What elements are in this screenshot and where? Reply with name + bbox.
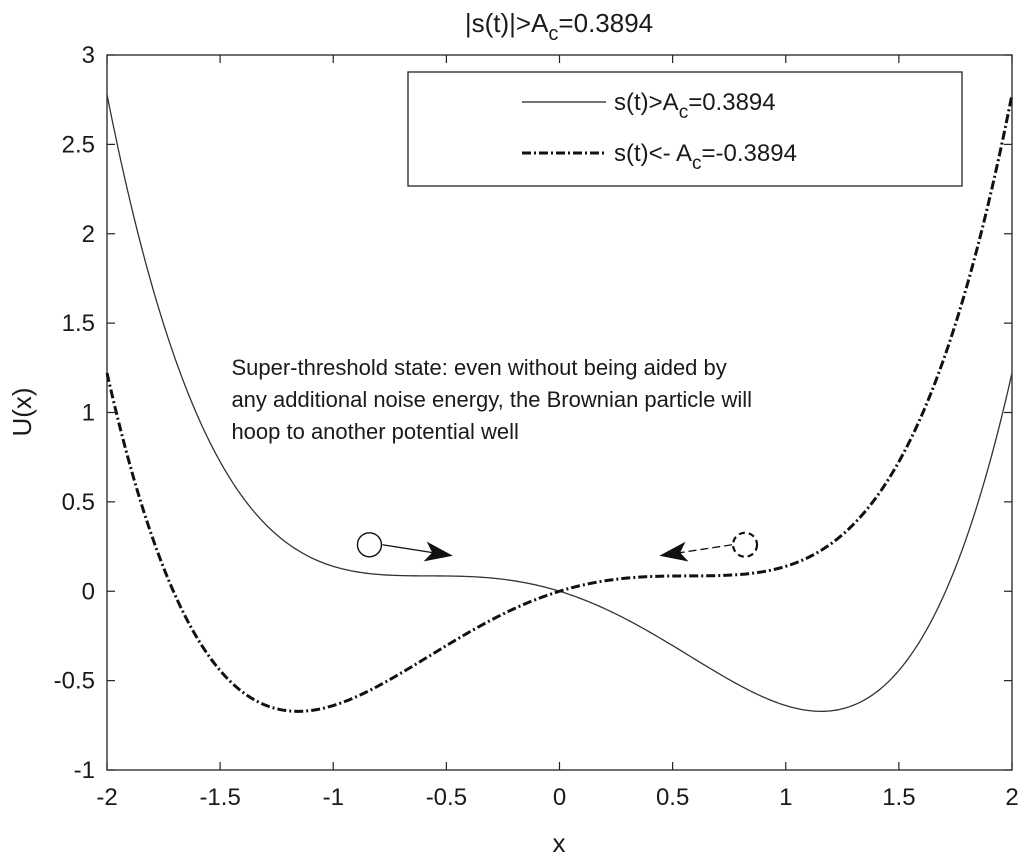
- y-tick-label: 1.5: [62, 310, 95, 337]
- chart-title: |s(t)|>Ac=0.3894: [465, 8, 653, 45]
- particle-layer: [356, 531, 759, 562]
- annotation-line-3: hoop to another potential well: [231, 419, 518, 444]
- legend-box: [407, 71, 963, 187]
- y-tick-label: -1: [74, 757, 95, 784]
- x-tick-label: -1.5: [199, 784, 240, 811]
- x-tick-label: 1: [779, 784, 792, 811]
- x-tick-label: 0.5: [656, 784, 689, 811]
- y-tick-label: -0.5: [54, 668, 95, 695]
- x-tick-label: 1.5: [882, 784, 915, 811]
- annotation-line-1: Super-threshold state: even without bein…: [231, 355, 726, 380]
- x-tick-label: 2: [1005, 784, 1018, 811]
- y-tick-label: 2.5: [62, 131, 95, 158]
- particle-2: [731, 531, 759, 558]
- x-axis-label: x: [553, 828, 566, 858]
- y-axis-label: U(x): [7, 387, 37, 436]
- y-tick-label: 0.5: [62, 489, 95, 516]
- series-line-2: [105, 94, 1014, 713]
- x-tick-label: 0: [553, 784, 566, 811]
- annotation-text: Super-threshold state: even without bein…: [231, 355, 758, 444]
- x-tick-label: -2: [96, 784, 117, 811]
- particle-1: [356, 532, 383, 558]
- x-tick-label: -1: [323, 784, 344, 811]
- y-tick-label: 2: [82, 221, 95, 248]
- x-tick-label: -0.5: [426, 784, 467, 811]
- legend: s(t)>Ac=0.3894 s(t)<- Ac=-0.3894: [407, 71, 963, 187]
- legend-label-negative: s(t)<- Ac=-0.3894: [614, 140, 797, 174]
- annotation-line-2: any additional noise energy, the Brownia…: [231, 387, 752, 412]
- y-tick-label: 1: [82, 400, 95, 427]
- particle-arrow-1: [382, 541, 453, 562]
- series-layer: [105, 94, 1014, 713]
- legend-label-positive: s(t)>Ac=0.3894: [614, 89, 776, 123]
- y-tick-label: 3: [82, 42, 95, 69]
- axis-ticks: -2 -1.5 -1 -0.5 0 0.5 1 1.5 2 -1 -0.5 0 0.5 1 1.5 2 2.5 3: [54, 42, 1019, 811]
- y-tick-label: 0: [82, 578, 95, 605]
